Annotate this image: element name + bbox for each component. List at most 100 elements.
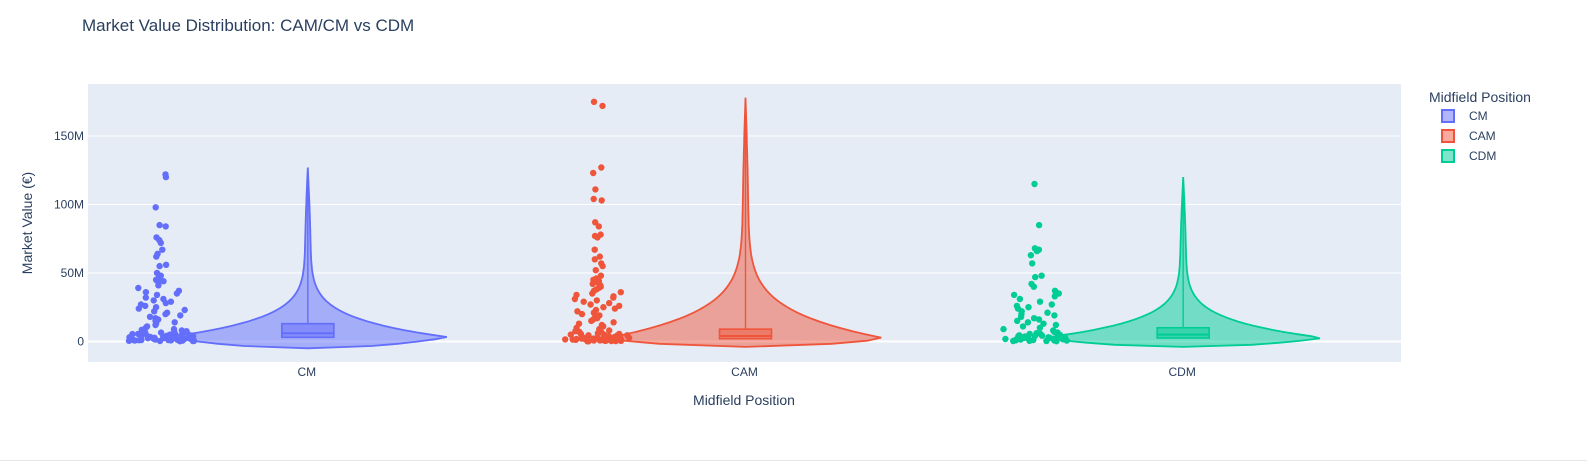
data-point [610, 294, 617, 301]
data-point [599, 262, 606, 270]
y-axis-ticks: 0 50M 100M 150M [54, 129, 84, 348]
data-point [135, 305, 142, 312]
data-point [1025, 304, 1032, 311]
data-point [1051, 293, 1059, 300]
data-point [178, 327, 185, 334]
data-point [598, 164, 605, 171]
data-point [181, 306, 188, 314]
data-point [595, 223, 602, 230]
data-point [593, 297, 600, 304]
legend: Midfield Position CM CAM CDM [1429, 89, 1531, 163]
bottom-divider [0, 460, 1587, 461]
data-point [162, 299, 169, 307]
data-point [1032, 273, 1039, 281]
trace-cm [125, 167, 447, 350]
data-point [1030, 283, 1038, 290]
data-point [590, 98, 598, 106]
data-point [177, 312, 184, 319]
data-point [611, 305, 619, 312]
data-point [1051, 312, 1058, 319]
data-point [142, 302, 149, 310]
data-point [165, 336, 172, 344]
data-point [150, 297, 157, 304]
data-point [171, 319, 178, 326]
legend-item-cdm: CDM [1441, 149, 1496, 163]
data-point [1044, 309, 1051, 316]
data-point [1048, 301, 1056, 308]
data-point [142, 289, 150, 296]
data-point [125, 337, 133, 344]
data-point [592, 186, 599, 193]
data-point [1038, 272, 1045, 279]
data-point [1019, 323, 1027, 330]
data-point [610, 319, 617, 326]
data-point [1027, 252, 1035, 259]
data-point [1010, 337, 1017, 345]
legend-swatch [1441, 109, 1455, 123]
data-point [1026, 337, 1033, 344]
legend-swatch [1441, 129, 1455, 143]
y-tick-label: 50M [61, 266, 84, 280]
data-point [591, 256, 598, 263]
data-point [591, 246, 598, 253]
x-tick-label: CDM [1169, 365, 1196, 379]
data-point [162, 223, 169, 230]
data-point [594, 234, 601, 241]
data-point [183, 328, 190, 335]
data-point [584, 338, 591, 345]
data-point [1002, 335, 1009, 343]
data-point [156, 221, 163, 229]
data-point [1033, 247, 1041, 255]
data-point [567, 331, 574, 338]
data-point [1030, 315, 1038, 322]
data-point [1035, 316, 1043, 323]
data-point [157, 239, 164, 247]
data-point [162, 173, 170, 181]
data-point [159, 246, 166, 253]
data-point [156, 262, 163, 270]
data-point [572, 336, 579, 343]
data-point [1038, 332, 1046, 339]
data-point [167, 298, 175, 305]
data-point [600, 304, 607, 311]
data-point [160, 278, 167, 285]
y-tick-label: 100M [54, 198, 84, 212]
data-point [562, 336, 569, 343]
data-point [142, 294, 149, 301]
data-point [146, 313, 154, 320]
y-tick-label: 150M [54, 129, 84, 143]
data-point [1031, 180, 1038, 188]
data-point [1017, 313, 1025, 320]
data-point [597, 272, 605, 279]
data-point [592, 219, 599, 226]
data-point [590, 169, 597, 177]
data-point [152, 321, 159, 329]
data-point [138, 332, 145, 339]
trace-cam [562, 97, 882, 348]
data-point [606, 299, 613, 307]
data-point [596, 337, 604, 344]
data-point [589, 280, 596, 288]
data-point [162, 261, 170, 268]
data-point [576, 328, 583, 336]
data-point [1000, 325, 1007, 333]
data-point [1036, 324, 1044, 331]
data-point [602, 337, 609, 345]
data-point [155, 282, 162, 289]
x-tick-label: CM [297, 365, 316, 379]
data-point [1017, 336, 1024, 343]
data-point [598, 197, 605, 204]
data-point [592, 267, 599, 274]
data-point [608, 337, 615, 345]
legend-items: CM CAM CDM [1441, 109, 1496, 163]
data-point [606, 327, 613, 334]
data-point [1029, 260, 1036, 267]
data-point [599, 102, 606, 110]
legend-label: CDM [1469, 149, 1496, 163]
x-axis-ticks: CM CAM CDM [297, 365, 1195, 379]
x-tick-label: CAM [731, 365, 758, 379]
data-point [590, 195, 597, 203]
y-axis-title: Market Value (€) [19, 172, 35, 274]
data-point [571, 295, 579, 303]
data-point [590, 337, 598, 344]
